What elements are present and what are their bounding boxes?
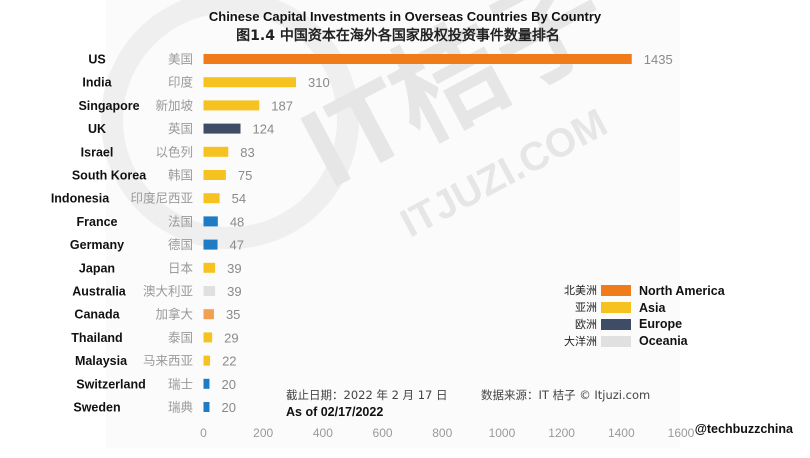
value-label-uk: 124 [253,122,275,137]
legend-zh-0: 北美洲 [564,284,597,297]
value-label-sweden: 20 [221,400,235,415]
bar-us [203,54,632,64]
bar-indonesia [203,193,220,204]
category-label-germany: Germany [70,238,124,252]
bar-thailand [203,332,213,343]
x-tick-label-1400: 1400 [608,426,635,440]
category-label-australia: Australia [72,285,127,299]
date-note-en: As of 02/17/2022 [286,405,383,419]
category-label-canada: Canada [74,308,120,322]
x-tick-label-600: 600 [373,426,393,440]
value-label-israel: 83 [240,145,254,160]
bar-group: US 美国 1435 India 印度 310 Singapore 新加坡 187 UK 英国 124… [51,52,673,416]
category-label-israel: Israel [81,145,114,159]
category-label-zh-us: 美国 [168,52,193,67]
x-tick-label-1200: 1200 [548,426,575,440]
value-label-south-korea: 75 [238,168,252,183]
legend-swatch-oceania [601,336,631,347]
category-label-zh-france: 法国 [168,214,193,229]
x-tick-label-400: 400 [313,426,333,440]
category-label-malaysia: Malaysia [75,354,128,368]
legend-zh-3: 大洋洲 [564,334,597,348]
category-label-us: US [88,53,105,67]
category-label-indonesia: Indonesia [51,192,110,206]
category-label-zh-sweden: 瑞典 [168,400,193,415]
legend-label-asia: Asia [639,301,666,315]
source-note: 数据来源：IT 桔子 © Itjuzi.com [481,388,650,402]
category-label-zh-germany: 德国 [168,237,193,252]
category-label-india: India [82,76,112,90]
bar-australia [203,286,216,296]
date-note-zh: 截止日期：2022 年 2 月 17 日 [286,388,448,402]
x-axis: 0 200 400 600 800 1000 1200 1400 1600 [200,426,695,440]
category-label-france: France [77,215,118,229]
bar-japan [203,262,216,273]
value-label-canada: 35 [226,307,240,322]
category-label-zh-switzerland: 瑞士 [168,376,193,391]
value-label-singapore: 187 [271,98,293,113]
chart-subtitle: 图1.4 中国资本在海外各国家股权投资事件数量排名 [236,27,560,44]
category-label-sweden: Sweden [73,401,120,415]
legend: 北美洲 North America 亚洲 Asia 欧洲 Europe 大洋洲 … [564,284,726,348]
bar-switzerland [203,378,210,389]
watermark-logo-ring [101,0,359,249]
category-label-zh-india: 印度 [168,75,194,90]
category-label-zh-israel: 以色列 [155,144,193,159]
category-label-zh-thailand: 泰国 [168,330,193,345]
bar-canada [203,309,214,320]
bar-france [203,216,218,227]
legend-swatch-asia [601,302,631,313]
value-label-australia: 39 [227,284,241,299]
category-label-thailand: Thailand [71,331,122,345]
category-label-japan: Japan [79,261,115,275]
credit-handle: @techbuzzchina [695,422,794,436]
value-label-france: 48 [230,214,244,229]
value-label-japan: 39 [227,261,241,276]
bar-singapore [203,100,260,111]
value-label-germany: 47 [230,238,244,253]
category-label-zh-canada: 加拿大 [155,307,193,322]
x-tick-label-200: 200 [253,426,273,440]
legend-swatch-europe [601,319,631,330]
category-label-zh-uk: 英国 [168,121,193,136]
category-label-switzerland: Switzerland [76,377,145,391]
category-label-zh-malaysia: 马来西亚 [143,353,193,368]
category-label-zh-south-korea: 韩国 [168,168,193,183]
legend-label-europe: Europe [639,317,682,331]
bar-uk [203,123,241,134]
chart-title: Chinese Capital Investments in Overseas … [209,9,602,24]
x-tick-label-1000: 1000 [489,426,516,440]
legend-zh-1: 亚洲 [575,301,597,314]
bar-germany [203,239,218,250]
category-label-zh-indonesia: 印度尼西亚 [130,191,193,206]
x-tick-label-800: 800 [432,426,452,440]
value-label-india: 310 [308,75,330,90]
legend-zh-2: 欧洲 [575,318,597,331]
category-label-zh-australia: 澳大利亚 [143,284,193,299]
legend-label-north-america: North America [639,284,726,298]
category-label-zh-singapore: 新加坡 [155,98,193,113]
bar-sweden [203,402,210,412]
category-label-uk: UK [88,122,106,136]
x-tick-label-0: 0 [200,426,207,440]
category-label-singapore: Singapore [78,99,139,113]
value-label-us: 1435 [644,52,673,67]
bar-south-korea [203,170,226,180]
legend-label-oceania: Oceania [639,334,689,348]
value-label-malaysia: 22 [222,354,236,369]
legend-swatch-north-america [601,285,631,296]
bar-israel [203,146,229,157]
x-tick-label-1600: 1600 [668,426,695,440]
value-label-switzerland: 20 [221,377,235,392]
category-label-south-korea: South Korea [72,169,147,183]
value-label-indonesia: 54 [232,191,246,206]
value-label-thailand: 29 [224,330,238,345]
bar-malaysia [203,355,211,366]
category-label-zh-japan: 日本 [168,260,194,275]
bar-india [203,77,297,88]
